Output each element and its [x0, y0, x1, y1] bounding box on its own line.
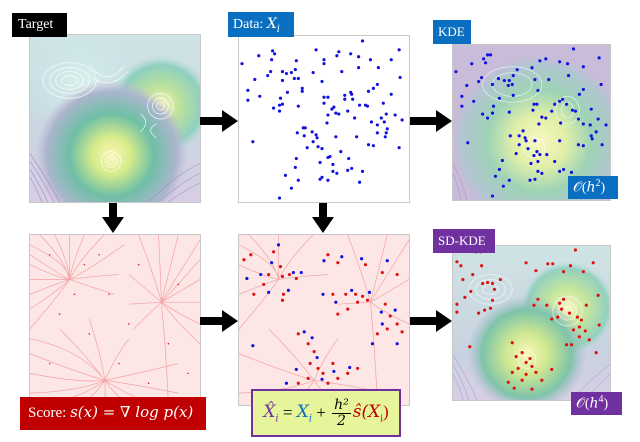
score-shifted-samples-panel [238, 234, 410, 406]
formula-fraction: h² 2 [332, 396, 351, 429]
sd-kde-update-formula: X̂i = Xi + h² 2 ŝ(Xi) [251, 389, 401, 437]
kde-rate-suffix: ) [600, 180, 606, 196]
sd-kde-rate-prefix: 𝒪( [576, 396, 590, 412]
target-label: Target [12, 13, 67, 37]
kde-rate-prefix: 𝒪( [573, 180, 587, 196]
sd-kde-rate-label: 𝒪(h4) [571, 392, 622, 415]
score-label-formula: s(x) = ∇ log p(x) [70, 403, 194, 421]
formula-lhs: X̂i [263, 401, 279, 425]
data-scatter-plot [240, 39, 404, 200]
kde-rate-var: h [586, 179, 596, 196]
arrow-down-data-to-shifted [312, 203, 334, 233]
arrow-right-data-to-kde [410, 110, 452, 132]
score-label: Score: s(x) = ∇ log p(x) [20, 397, 206, 430]
data-label-var: X [266, 16, 277, 32]
arrow-right-score-to-shifted [200, 310, 238, 332]
target-density-contour-plot [30, 35, 200, 202]
arrow-right-target-to-data [200, 110, 238, 132]
kde-rate-exp: 2 [595, 178, 601, 189]
data-label-prefix: Data: [233, 17, 267, 32]
kde-contour-plot [453, 45, 610, 200]
score-field-panel [29, 234, 201, 406]
formula-plus: + [312, 403, 331, 422]
kde-estimate-panel [452, 44, 611, 201]
data-label-sub: i [276, 23, 280, 35]
sd-kde-rate-var: h [589, 395, 599, 412]
score-streamline-plot [30, 235, 200, 405]
sd-kde-rate-exp: 4 [598, 394, 604, 405]
arrow-down-target-to-score [102, 203, 124, 233]
score-label-prefix: Score: [28, 405, 71, 421]
sd-kde-rate-suffix: ) [603, 396, 609, 412]
target-density-panel [29, 34, 201, 203]
formula-xi: Xi [296, 401, 313, 425]
arrow-right-shifted-to-sdkde [410, 310, 452, 332]
data-samples-panel [238, 35, 410, 203]
kde-label: KDE [433, 20, 471, 44]
sd-kde-estimate-panel [452, 245, 611, 401]
formula-equals: = [278, 403, 297, 422]
kde-rate-label: 𝒪(h2) [568, 176, 618, 199]
data-label: Data: Xi [228, 12, 294, 37]
shifted-samples-plot [239, 235, 409, 405]
formula-score-term: ŝ(Xi) [352, 401, 389, 425]
sd-kde-contour-plot [453, 246, 610, 400]
sd-kde-label: SD-KDE [433, 229, 495, 253]
